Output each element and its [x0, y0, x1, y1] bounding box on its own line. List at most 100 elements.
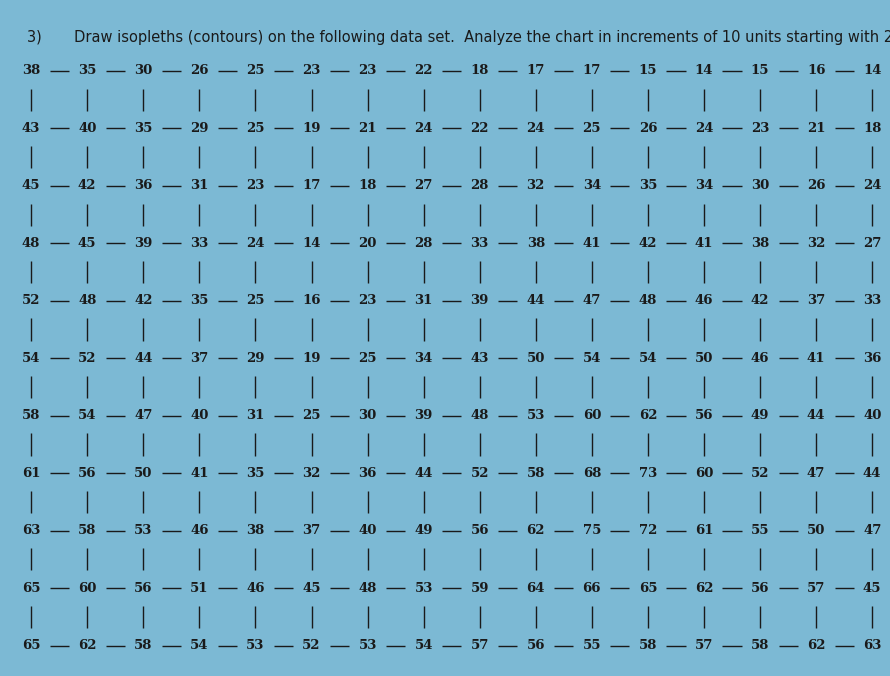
Text: 61: 61: [695, 524, 713, 537]
Text: 62: 62: [78, 639, 96, 652]
Text: 42: 42: [639, 237, 657, 250]
Text: 26: 26: [190, 64, 208, 78]
Text: 56: 56: [751, 581, 769, 595]
Text: 36: 36: [134, 179, 152, 193]
Text: 23: 23: [751, 122, 769, 135]
Text: 48: 48: [22, 237, 40, 250]
Text: 37: 37: [190, 352, 208, 365]
Text: 41: 41: [807, 352, 825, 365]
Text: 25: 25: [583, 122, 601, 135]
Text: 24: 24: [863, 179, 881, 193]
Text: 57: 57: [471, 639, 489, 652]
Text: 41: 41: [695, 237, 713, 250]
Text: 38: 38: [22, 64, 40, 78]
Text: 15: 15: [639, 64, 657, 78]
Text: 41: 41: [190, 466, 208, 480]
Text: 30: 30: [134, 64, 152, 78]
Text: 40: 40: [863, 409, 881, 422]
Text: 64: 64: [527, 581, 545, 595]
Text: 48: 48: [359, 581, 376, 595]
Text: 53: 53: [359, 639, 376, 652]
Text: 14: 14: [303, 237, 320, 250]
Text: 62: 62: [527, 524, 545, 537]
Text: 34: 34: [695, 179, 713, 193]
Text: 56: 56: [78, 466, 96, 480]
Text: 53: 53: [134, 524, 152, 537]
Text: 16: 16: [807, 64, 825, 78]
Text: 50: 50: [527, 352, 545, 365]
Text: 54: 54: [639, 352, 657, 365]
Text: 52: 52: [751, 466, 769, 480]
Text: 31: 31: [190, 179, 208, 193]
Text: 38: 38: [527, 237, 545, 250]
Text: 56: 56: [471, 524, 489, 537]
Text: 51: 51: [190, 581, 208, 595]
Text: 22: 22: [471, 122, 489, 135]
Text: 23: 23: [303, 64, 320, 78]
Text: 44: 44: [134, 352, 152, 365]
Text: 16: 16: [303, 294, 320, 308]
Text: 44: 44: [807, 409, 825, 422]
Text: 17: 17: [303, 179, 320, 193]
Text: 58: 58: [134, 639, 152, 652]
Text: 56: 56: [527, 639, 545, 652]
Text: 43: 43: [22, 122, 40, 135]
Text: 53: 53: [415, 581, 433, 595]
Text: 58: 58: [22, 409, 40, 422]
Text: 22: 22: [415, 64, 433, 78]
Text: 66: 66: [583, 581, 601, 595]
Text: 36: 36: [863, 352, 881, 365]
Text: 58: 58: [527, 466, 545, 480]
Text: 35: 35: [190, 294, 208, 308]
Text: 54: 54: [78, 409, 96, 422]
Text: 56: 56: [134, 581, 152, 595]
Text: 17: 17: [583, 64, 601, 78]
Text: 50: 50: [807, 524, 825, 537]
Text: 54: 54: [22, 352, 40, 365]
Text: 24: 24: [695, 122, 713, 135]
Text: 45: 45: [863, 581, 881, 595]
Text: 54: 54: [415, 639, 433, 652]
Text: 24: 24: [527, 122, 545, 135]
Text: 33: 33: [471, 237, 489, 250]
Text: 35: 35: [78, 64, 96, 78]
Text: 3)       Draw isopleths (contours) on the following data set.  Analyze the chart: 3) Draw isopleths (contours) on the foll…: [27, 30, 890, 45]
Text: 60: 60: [695, 466, 713, 480]
Text: 44: 44: [415, 466, 433, 480]
Text: 46: 46: [695, 294, 713, 308]
Text: 35: 35: [134, 122, 152, 135]
Text: 17: 17: [527, 64, 545, 78]
Text: 52: 52: [78, 352, 96, 365]
Text: 48: 48: [639, 294, 657, 308]
Text: 25: 25: [247, 294, 264, 308]
Text: 25: 25: [247, 64, 264, 78]
Text: 31: 31: [415, 294, 433, 308]
Text: 49: 49: [751, 409, 769, 422]
Text: 29: 29: [247, 352, 264, 365]
Text: 38: 38: [247, 524, 264, 537]
Text: 19: 19: [303, 352, 320, 365]
Text: 26: 26: [639, 122, 657, 135]
Text: 21: 21: [807, 122, 825, 135]
Text: 46: 46: [190, 524, 208, 537]
Text: 48: 48: [78, 294, 96, 308]
Text: 32: 32: [527, 179, 545, 193]
Text: 38: 38: [751, 237, 769, 250]
Text: 40: 40: [359, 524, 376, 537]
Text: 58: 58: [751, 639, 769, 652]
Text: 32: 32: [303, 466, 320, 480]
Text: 14: 14: [695, 64, 713, 78]
Text: 32: 32: [807, 237, 825, 250]
Text: 27: 27: [415, 179, 433, 193]
Text: 47: 47: [807, 466, 825, 480]
Text: 55: 55: [751, 524, 769, 537]
Text: 59: 59: [471, 581, 489, 595]
Text: 56: 56: [695, 409, 713, 422]
Text: 72: 72: [639, 524, 657, 537]
Text: 75: 75: [583, 524, 601, 537]
Text: 31: 31: [247, 409, 264, 422]
Text: 28: 28: [471, 179, 489, 193]
Text: 23: 23: [247, 179, 264, 193]
Text: 19: 19: [303, 122, 320, 135]
Text: 62: 62: [807, 639, 825, 652]
